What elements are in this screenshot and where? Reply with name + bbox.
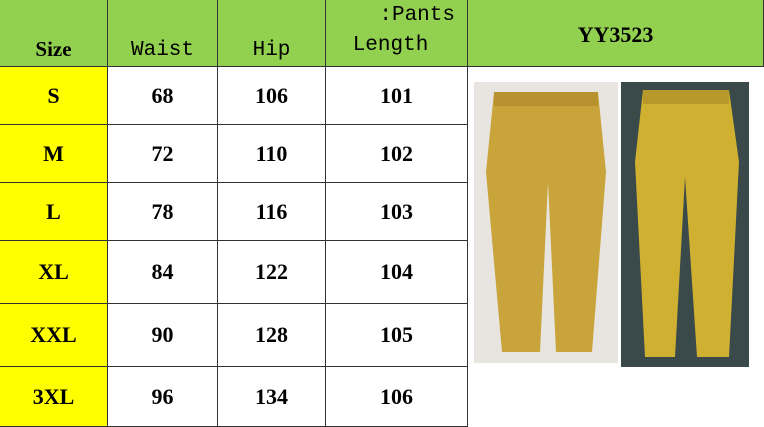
cell-length: 105: [326, 304, 468, 367]
cell-waist: 78: [108, 183, 218, 241]
cell-length: 104: [326, 241, 468, 304]
cell-hip: 116: [218, 183, 326, 241]
cell-hip: 128: [218, 304, 326, 367]
product-photo-back: [621, 82, 749, 367]
cell-waist: 90: [108, 304, 218, 367]
cell-waist: 72: [108, 125, 218, 183]
cell-hip: 106: [218, 67, 326, 125]
header-waist: Waist: [108, 0, 218, 67]
product-photo-front: [474, 82, 618, 363]
header-length-line2: Length: [352, 34, 429, 57]
cell-hip: 110: [218, 125, 326, 183]
cell-waist: 68: [108, 67, 218, 125]
cell-hip: 122: [218, 241, 326, 304]
header-hip: Hip: [218, 0, 326, 67]
header-length-line1: :Pants: [379, 4, 455, 27]
product-code: YY3523: [468, 0, 764, 67]
cell-length: 103: [326, 183, 468, 241]
cell-waist: 84: [108, 241, 218, 304]
header-pants-length: :Pants Length: [326, 0, 468, 67]
cell-size: M: [0, 125, 108, 183]
cell-waist: 96: [108, 367, 218, 427]
cell-size: 3XL: [0, 367, 108, 427]
cell-length: 106: [326, 367, 468, 427]
cell-size: XXL: [0, 304, 108, 367]
cell-size: L: [0, 183, 108, 241]
cell-hip: 134: [218, 367, 326, 427]
cell-size: S: [0, 67, 108, 125]
cell-size: XL: [0, 241, 108, 304]
cell-length: 101: [326, 67, 468, 125]
header-size: Size: [0, 0, 108, 67]
cell-length: 102: [326, 125, 468, 183]
